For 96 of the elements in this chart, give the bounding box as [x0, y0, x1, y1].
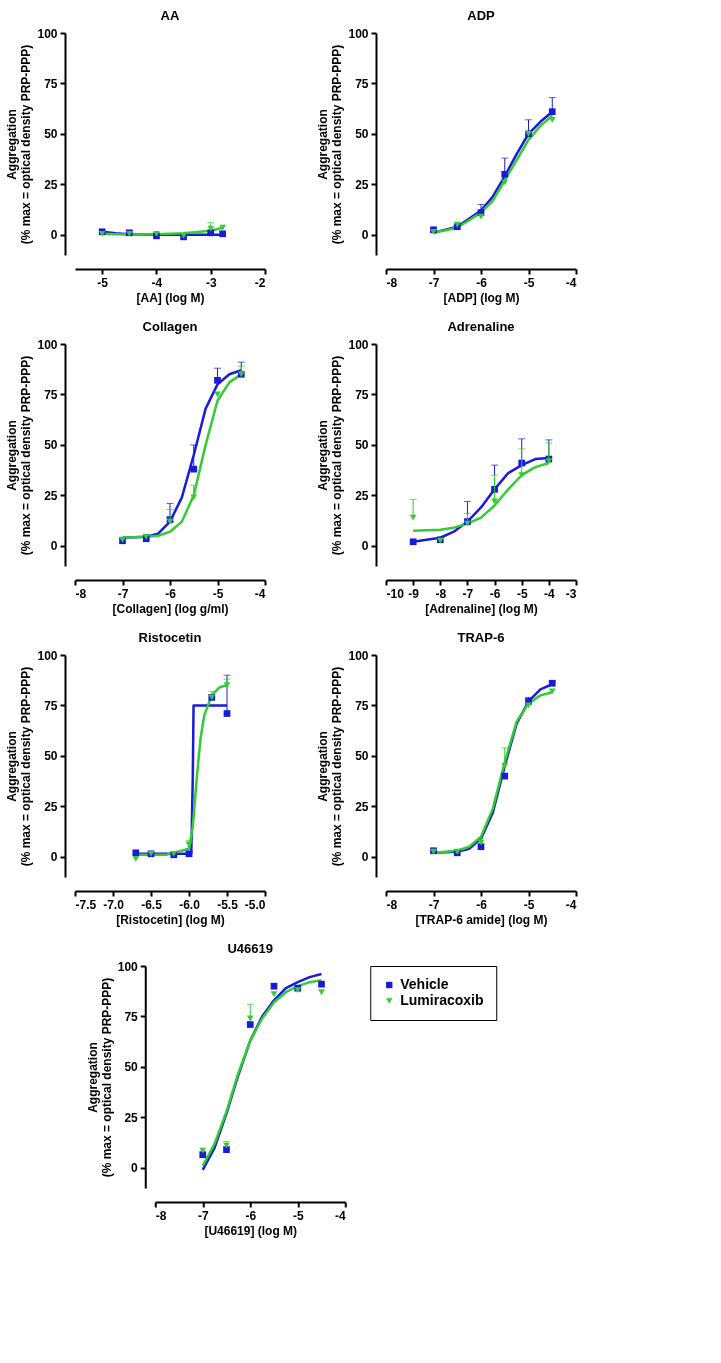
y-tick-label: 75 [355, 698, 369, 713]
y-tick-label: 50 [355, 438, 369, 453]
x-tick-label: -4 [254, 586, 266, 601]
x-tick-label: -6 [489, 586, 501, 601]
y-tick-label: 0 [361, 850, 369, 865]
x-tick-label: -5 [516, 586, 528, 601]
y-tick-label: 100 [348, 648, 369, 663]
x-tick-label: -8 [435, 586, 447, 601]
y-tick-label: 50 [355, 127, 369, 142]
x-tick-label: -5.0 [244, 897, 266, 912]
x-tick-label: -6 [245, 1208, 257, 1223]
x-axis-title: [ADP] (log M) [443, 290, 520, 305]
x-tick-label: -6.5 [141, 897, 163, 912]
y-tick-label: 75 [124, 1009, 139, 1024]
y-tick-label: 0 [50, 850, 58, 865]
y-tick-label: 50 [44, 438, 58, 453]
x-tick-label: -7 [117, 586, 129, 601]
x-tick-label: -8 [386, 897, 398, 912]
y-tick-label: 25 [124, 1110, 139, 1125]
y-tick-label: 100 [37, 26, 58, 41]
x-tick-label: -4 [151, 275, 163, 290]
x-axis-title: [Ristocetin] (log M) [116, 912, 225, 927]
x-tick-label: -2 [254, 275, 266, 290]
y-tick-label: 75 [44, 387, 58, 402]
x-tick-label: -5 [523, 275, 535, 290]
x-tick-label: -6.0 [179, 897, 201, 912]
x-tick-label: -7 [428, 275, 440, 290]
y-tick-label: 75 [44, 698, 58, 713]
y-tick-label: 0 [361, 228, 369, 243]
y-tick-label: 75 [355, 76, 369, 91]
x-tick-label: -8 [386, 275, 398, 290]
y-tick-label: 100 [37, 648, 58, 663]
y-tick-label: 100 [348, 26, 369, 41]
x-axis-title: [U46619] (log M) [204, 1223, 298, 1238]
chart-title: AA [160, 8, 180, 23]
x-tick-label: -4 [335, 1208, 347, 1223]
y-tick-label: 25 [355, 799, 369, 814]
x-tick-label: -4 [565, 275, 577, 290]
y-tick-label: 0 [361, 539, 369, 554]
x-tick-label: -4 [544, 586, 556, 601]
x-tick-label: -7.5 [75, 897, 97, 912]
x-tick-label: -9 [408, 586, 420, 601]
y-tick-label: 75 [44, 76, 58, 91]
x-tick-label: -6 [165, 586, 177, 601]
x-axis-title: [Collagen] (log g/ml) [112, 601, 229, 616]
y-tick-label: 25 [44, 488, 58, 503]
x-tick-label: -8 [155, 1208, 167, 1223]
x-tick-label: -6 [476, 275, 488, 290]
y-axis-title: Aggregation (% max = optical density PRP-PPP) [316, 666, 345, 867]
y-axis-title: Aggregation (% max = optical density PRP-PPP) [316, 44, 345, 245]
y-axis-title: Aggregation (% max = optical density PRP-PPP) [5, 44, 34, 245]
x-tick-label: -5 [292, 1208, 304, 1223]
y-tick-label: 100 [348, 337, 369, 352]
y-axis-title: Aggregation (% max = optical density PRP-PPP) [5, 355, 34, 556]
x-axis-title: [Adrenaline] (log M) [425, 601, 538, 616]
chart-title: U46619 [227, 941, 274, 956]
chart-title: Collagen [142, 319, 198, 334]
y-tick-label: 25 [355, 488, 369, 503]
chart-title: TRAP-6 [457, 630, 505, 645]
y-tick-label: 25 [355, 177, 369, 192]
y-tick-label: 100 [117, 959, 139, 974]
x-tick-label: -3 [205, 275, 217, 290]
x-tick-label: -6 [476, 897, 488, 912]
x-tick-label: -3 [565, 586, 577, 601]
x-tick-label: -10 [386, 586, 405, 601]
y-tick-label: 50 [124, 1060, 139, 1075]
x-tick-label: -5.5 [217, 897, 239, 912]
y-tick-label: 50 [44, 127, 58, 142]
y-tick-label: 0 [50, 228, 58, 243]
y-tick-label: 75 [355, 387, 369, 402]
x-tick-label: -7 [428, 897, 440, 912]
chart-title: Adrenaline [447, 319, 515, 334]
chart-title: Ristocetin [138, 630, 202, 645]
y-tick-label: 25 [44, 177, 58, 192]
y-tick-label: 25 [44, 799, 58, 814]
legend-label: Lumiracoxib [400, 992, 484, 1008]
y-tick-label: 50 [355, 749, 369, 764]
x-axis-title: [AA] (log M) [136, 290, 205, 305]
y-tick-label: 0 [50, 539, 58, 554]
legend-label: Vehicle [400, 976, 449, 992]
x-tick-label: -5 [523, 897, 535, 912]
x-tick-label: -7 [197, 1208, 209, 1223]
x-tick-label: -4 [565, 897, 577, 912]
x-tick-label: -7.0 [103, 897, 125, 912]
x-tick-label: -5 [97, 275, 109, 290]
y-tick-label: 50 [44, 749, 58, 764]
x-tick-label: -8 [75, 586, 87, 601]
y-tick-label: 100 [37, 337, 58, 352]
y-tick-label: 0 [131, 1161, 139, 1176]
x-tick-label: -7 [462, 586, 474, 601]
chart-title: ADP [467, 8, 496, 23]
y-axis-title: Aggregation (% max = optical density PRP-PPP) [5, 666, 34, 867]
x-axis-title: [TRAP-6 amide] (log M) [415, 912, 548, 927]
x-tick-label: -5 [212, 586, 224, 601]
y-axis-title: Aggregation (% max = optical density PRP-PPP) [85, 977, 114, 1178]
y-axis-title: Aggregation (% max = optical density PRP-PPP) [316, 355, 345, 556]
